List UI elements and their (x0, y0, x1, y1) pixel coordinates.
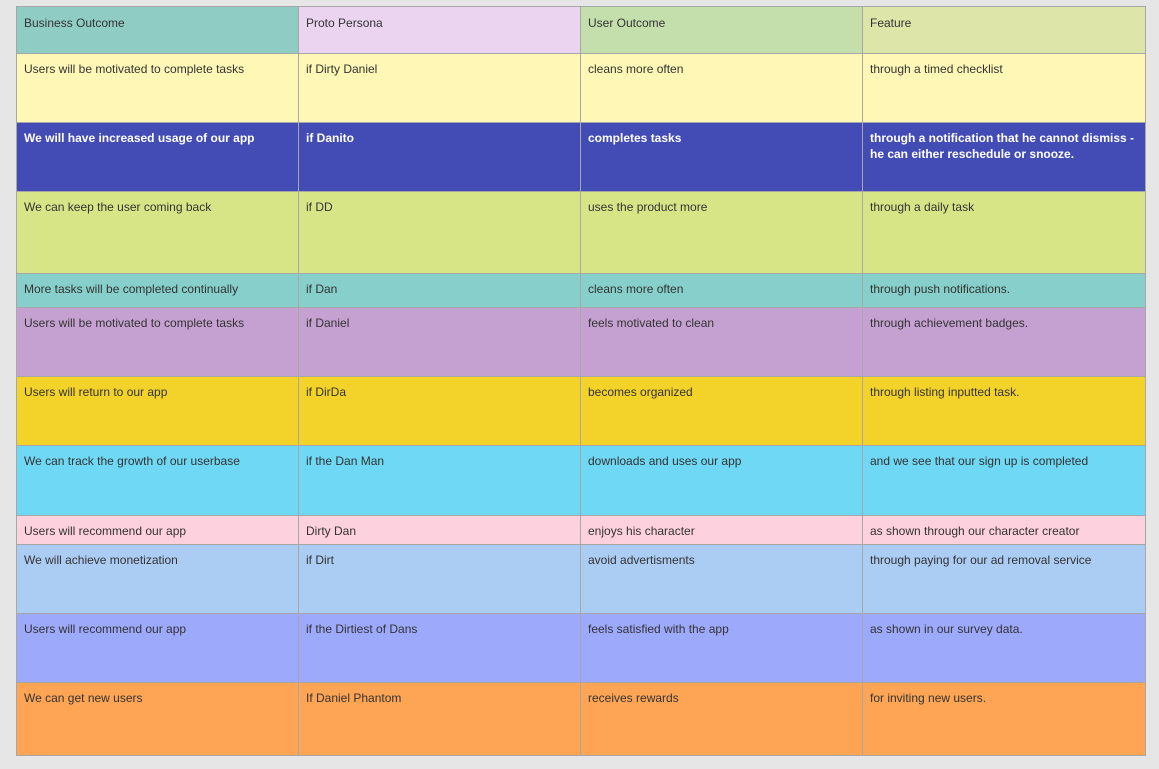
cell-user-outcome[interactable]: receives rewards (580, 682, 862, 755)
cell-business-outcome[interactable]: We can get new users (16, 682, 298, 755)
cell-feature[interactable]: through achievement badges. (862, 307, 1145, 376)
cell-user-outcome[interactable]: uses the product more (580, 191, 862, 273)
cell-business-outcome[interactable]: We will achieve monetization (16, 544, 298, 613)
persona-table: Business Outcome Proto Persona User Outcom… (16, 6, 1146, 756)
cell-feature[interactable]: as shown through our character creator (862, 515, 1145, 544)
cell-proto-persona[interactable]: If Daniel Phantom (298, 682, 580, 755)
cell-proto-persona[interactable]: Dirty Dan (298, 515, 580, 544)
cell-proto-persona[interactable]: if DirDa (298, 376, 580, 445)
cell-proto-persona[interactable]: if the Dan Man (298, 445, 580, 515)
cell-business-outcome[interactable]: We can track the growth of our userbase (16, 445, 298, 515)
cell-proto-persona[interactable]: if the Dirtiest of Dans (298, 613, 580, 682)
cell-feature[interactable]: as shown in our survey data. (862, 613, 1145, 682)
cell-user-outcome[interactable]: avoid advertisments (580, 544, 862, 613)
cell-user-outcome[interactable]: enjoys his character (580, 515, 862, 544)
cell-business-outcome[interactable]: Users will recommend our app (16, 515, 298, 544)
cell-user-outcome[interactable]: feels satisfied with the app (580, 613, 862, 682)
header-user-outcome[interactable]: User Outcome (580, 6, 862, 53)
cell-proto-persona[interactable]: if Dan (298, 273, 580, 307)
header-business-outcome[interactable]: Business Outcome (16, 6, 298, 53)
cell-user-outcome[interactable]: downloads and uses our app (580, 445, 862, 515)
cell-business-outcome[interactable]: Users will recommend our app (16, 613, 298, 682)
cell-business-outcome[interactable]: We can keep the user coming back (16, 191, 298, 273)
cell-proto-persona[interactable]: if Danito (298, 122, 580, 191)
cell-user-outcome[interactable]: completes tasks (580, 122, 862, 191)
cell-proto-persona[interactable]: if Dirt (298, 544, 580, 613)
cell-business-outcome[interactable]: More tasks will be completed continually (16, 273, 298, 307)
header-proto-persona[interactable]: Proto Persona (298, 6, 580, 53)
cell-feature[interactable]: through a timed checklist (862, 53, 1145, 122)
cell-business-outcome[interactable]: Users will be motivated to complete task… (16, 53, 298, 122)
cell-business-outcome[interactable]: Users will be motivated to complete task… (16, 307, 298, 376)
cell-proto-persona[interactable]: if Dirty Daniel (298, 53, 580, 122)
cell-feature[interactable]: through paying for our ad removal servic… (862, 544, 1145, 613)
cell-feature[interactable]: through a daily task (862, 191, 1145, 273)
cell-proto-persona[interactable]: if DD (298, 191, 580, 273)
cell-feature[interactable]: for inviting new users. (862, 682, 1145, 755)
cell-user-outcome[interactable]: becomes organized (580, 376, 862, 445)
cell-user-outcome[interactable]: feels motivated to clean (580, 307, 862, 376)
cell-feature[interactable]: and we see that our sign up is completed (862, 445, 1145, 515)
cell-business-outcome[interactable]: Users will return to our app (16, 376, 298, 445)
cell-feature[interactable]: through listing inputted task. (862, 376, 1145, 445)
cell-feature[interactable]: through push notifications. (862, 273, 1145, 307)
cell-user-outcome[interactable]: cleans more often (580, 53, 862, 122)
cell-business-outcome[interactable]: We will have increased usage of our app (16, 122, 298, 191)
cell-feature[interactable]: through a notification that he cannot di… (862, 122, 1145, 191)
cell-proto-persona[interactable]: if Daniel (298, 307, 580, 376)
header-feature[interactable]: Feature (862, 6, 1145, 53)
cell-user-outcome[interactable]: cleans more often (580, 273, 862, 307)
